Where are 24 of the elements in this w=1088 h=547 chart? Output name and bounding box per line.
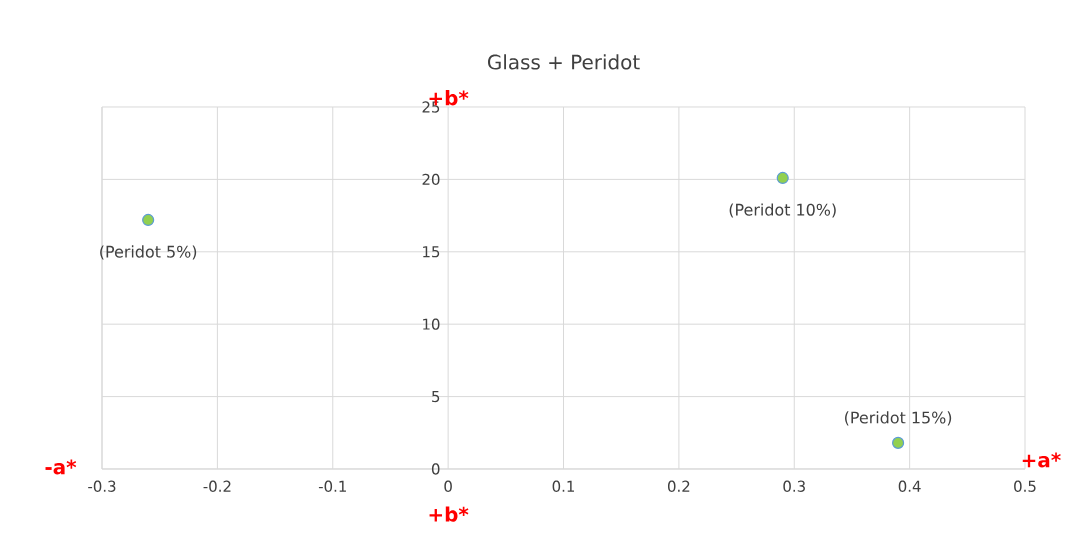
annotation: (Peridot 10%) — [729, 203, 836, 218]
text: -a* — [45, 459, 77, 475]
y-tick-label: 20 — [422, 173, 440, 186]
x-tick-label: 0.2 — [667, 480, 690, 492]
x-tick-label: -0.3 — [88, 480, 116, 492]
y-tick-label: 5 — [432, 391, 440, 403]
y-tick-label: 10 — [423, 318, 440, 330]
x-tick-label: -0.2 — [203, 480, 231, 492]
x-tick-label: 0.5 — [1014, 480, 1036, 492]
x-tick-label: -0.1 — [318, 480, 346, 492]
x-tick-label: 0.3 — [783, 480, 805, 492]
x-tick-label: 0.1 — [552, 480, 575, 492]
x-tick-label: 0.4 — [898, 480, 921, 492]
y-tick-label: 0 — [431, 463, 440, 475]
point — [142, 213, 155, 227]
x-tick-label: 0 — [444, 480, 452, 492]
annotation: (Peridot 15%) — [845, 411, 952, 426]
annotation: +a* — [1022, 452, 1061, 468]
point — [892, 436, 905, 449]
point — [776, 171, 789, 185]
text: +b* — [429, 506, 469, 522]
annotation: (Peridot 5%) — [100, 245, 197, 260]
chart-title: Glass + Peridot — [488, 54, 640, 70]
y-tick-label: 15 — [423, 246, 440, 258]
